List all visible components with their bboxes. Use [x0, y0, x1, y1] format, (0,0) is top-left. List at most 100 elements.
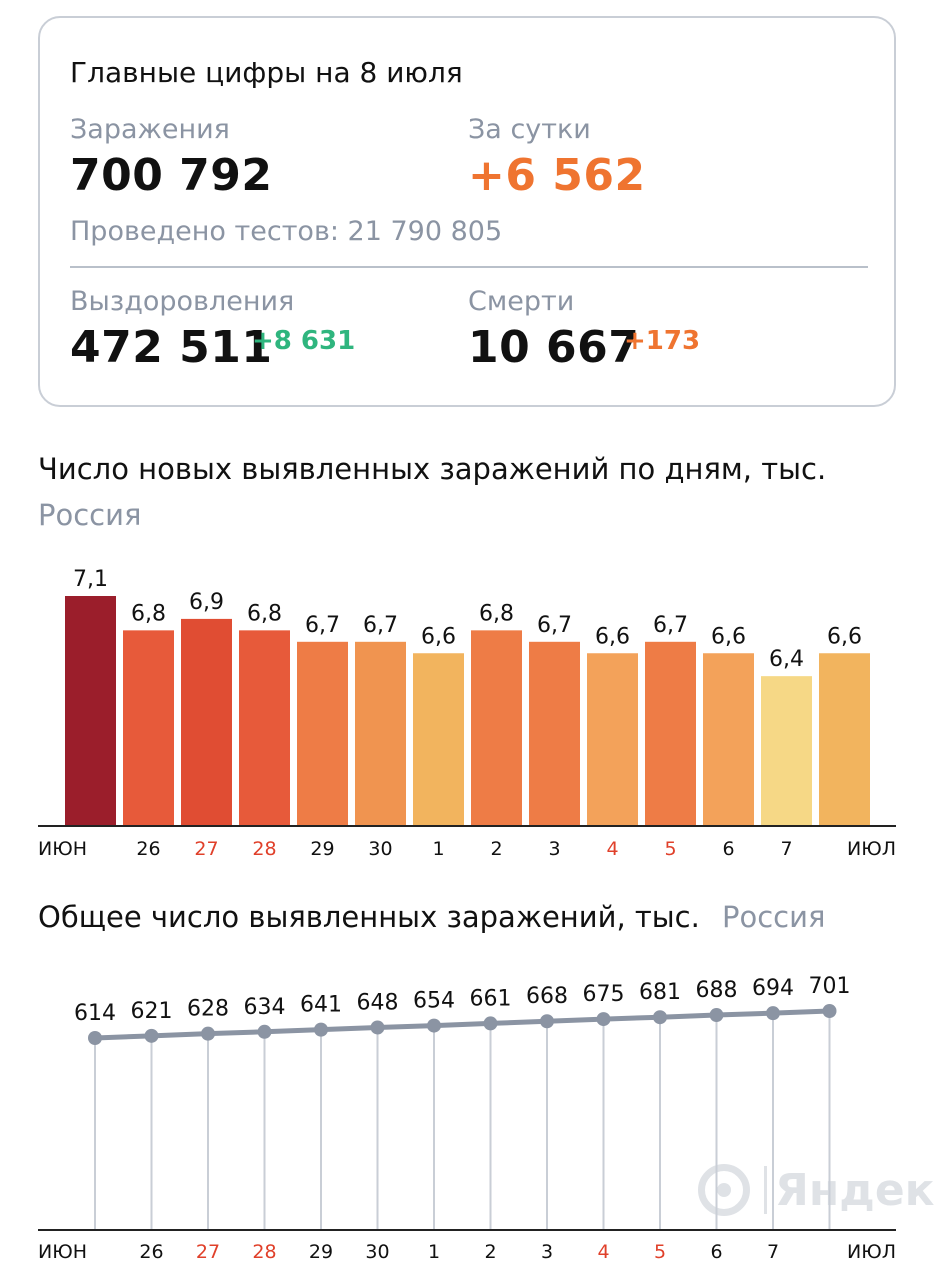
x-tick-label: 6: [710, 1241, 722, 1263]
bar: [703, 653, 754, 825]
bar-value-label: 6,7: [363, 613, 398, 638]
point-value-label: 614: [74, 1001, 116, 1026]
bar-value-label: 6,9: [189, 590, 224, 615]
point-value-label: 628: [187, 997, 229, 1022]
daily-bar-chart: 7,1 6,8 6,9 6,8 6,7 6,7 6,6 6,8 6,7 6,6 6,7 6,6 6,4 6…: [38, 567, 896, 860]
bar: [587, 653, 638, 825]
point-value-label: 675: [583, 982, 625, 1007]
point-value-label: 701: [809, 974, 851, 999]
x-tick-label: ИЮН: [38, 838, 87, 860]
infections-value: 700 792: [70, 150, 273, 201]
point-value-label: 661: [470, 986, 512, 1011]
bar-value-label: 6,6: [595, 624, 630, 649]
point-value-label: 634: [244, 995, 286, 1020]
bar-value-label: 6,8: [131, 601, 166, 626]
recoveries-value: 472 511: [70, 322, 273, 373]
recoveries-label: Выздоровления: [70, 286, 295, 317]
bar: [471, 630, 522, 825]
x-tick-label: 27: [194, 838, 218, 860]
deaths-label: Смерти: [468, 286, 575, 317]
bar-value-label: 6,7: [305, 613, 340, 638]
watermark-text: Яндекс: [775, 1164, 934, 1216]
point-value-label: 681: [639, 980, 681, 1005]
x-tick-label: 4: [597, 1241, 609, 1263]
summary-divider: [70, 266, 868, 268]
total-chart-title: Общее число выявленных заражений, тыс.: [38, 900, 700, 934]
bar-value-label: 7,1: [73, 567, 108, 592]
x-tick-label: ИЮЛ: [847, 1241, 896, 1263]
point-value-label: 668: [526, 984, 568, 1009]
bar: [529, 641, 580, 825]
daily-label: За сутки: [468, 114, 591, 145]
bar-value-label: 6,7: [537, 613, 572, 638]
point-value-label: 648: [357, 990, 399, 1015]
x-tick-label: 1: [432, 838, 444, 860]
bar-value-label: 6,6: [827, 624, 862, 649]
summary-title: Главные цифры на 8 июля: [70, 56, 463, 89]
bar: [413, 653, 464, 825]
tests-text: Проведено тестов: 21 790 805: [70, 216, 503, 247]
x-tick-label: 5: [664, 838, 676, 860]
data-point: [653, 1010, 667, 1025]
data-point: [201, 1026, 215, 1041]
x-tick-label: 5: [654, 1241, 666, 1263]
x-tick-label: 27: [196, 1241, 220, 1263]
data-point: [822, 1004, 837, 1018]
bar-value-label: 6,4: [769, 647, 804, 672]
recoveries-delta: +8 631: [252, 326, 356, 356]
deaths-value: 10 667: [468, 322, 640, 373]
data-point: [88, 1031, 102, 1045]
data-point: [483, 1016, 498, 1031]
point-value-label: 621: [131, 999, 173, 1024]
daily-value: +6 562: [468, 150, 646, 201]
bar: [181, 618, 232, 825]
daily-chart-title: Число новых выявленных заражений по дням…: [38, 452, 827, 486]
bar: [355, 641, 406, 825]
x-tick-label: 7: [767, 1241, 779, 1263]
x-tick-label: 2: [484, 1241, 496, 1263]
point-value-label: 688: [696, 978, 738, 1003]
data-point: [370, 1020, 385, 1035]
x-tick-label: ИЮЛ: [847, 838, 896, 860]
x-tick-label: 30: [368, 838, 392, 860]
x-tick-label: 26: [139, 1241, 163, 1263]
x-tick-label: 26: [136, 838, 160, 860]
x-tick-label: 29: [309, 1241, 333, 1263]
x-tick-label: ИЮН: [38, 1241, 87, 1263]
point-value-label: 694: [752, 976, 794, 1001]
total-line-chart: 614 621 628 634 6 4 1 648 654 661 668 675 681 688 694 7…: [38, 974, 896, 1263]
bar: [645, 641, 696, 825]
bar: [65, 596, 116, 825]
x-tick-label: 3: [548, 838, 560, 860]
data-point: [314, 1022, 328, 1037]
x-tick-label: 2: [490, 838, 502, 860]
series-line: [94, 1008, 830, 1041]
x-tick-label: 1: [428, 1241, 440, 1263]
yandex-watermark: Яндекс: [698, 1164, 934, 1216]
bar-value-label: 6,6: [421, 624, 456, 649]
data-point: [766, 1006, 780, 1021]
data-point: [709, 1008, 724, 1023]
data-point: [257, 1024, 272, 1039]
x-tick-label: 7: [780, 838, 792, 860]
data-point: [427, 1018, 441, 1033]
x-tick-label: 6: [722, 838, 734, 860]
daily-chart-region: Россия: [38, 498, 142, 532]
deaths-delta: +173: [624, 326, 701, 356]
bar-value-label: 6,8: [479, 601, 514, 626]
x-tick-label: 3: [541, 1241, 553, 1263]
infections-label: Заражения: [70, 114, 230, 145]
x-tick-label: 28: [252, 838, 276, 860]
point-value-label: 654: [413, 989, 455, 1014]
data-point: [596, 1012, 611, 1027]
data-point: [540, 1014, 554, 1029]
bar-value-label: 6,8: [247, 601, 282, 626]
bar: [297, 641, 348, 825]
summary-card: Главные цифры на 8 июля Заражения 700 79…: [38, 16, 896, 407]
yandex-logo-icon: [698, 1164, 750, 1216]
x-tick-label: 4: [606, 838, 618, 860]
x-tick-label: 28: [252, 1241, 276, 1263]
bar: [761, 676, 812, 825]
total-chart-region: Россия: [722, 900, 826, 934]
x-tick-label: 30: [365, 1241, 389, 1263]
